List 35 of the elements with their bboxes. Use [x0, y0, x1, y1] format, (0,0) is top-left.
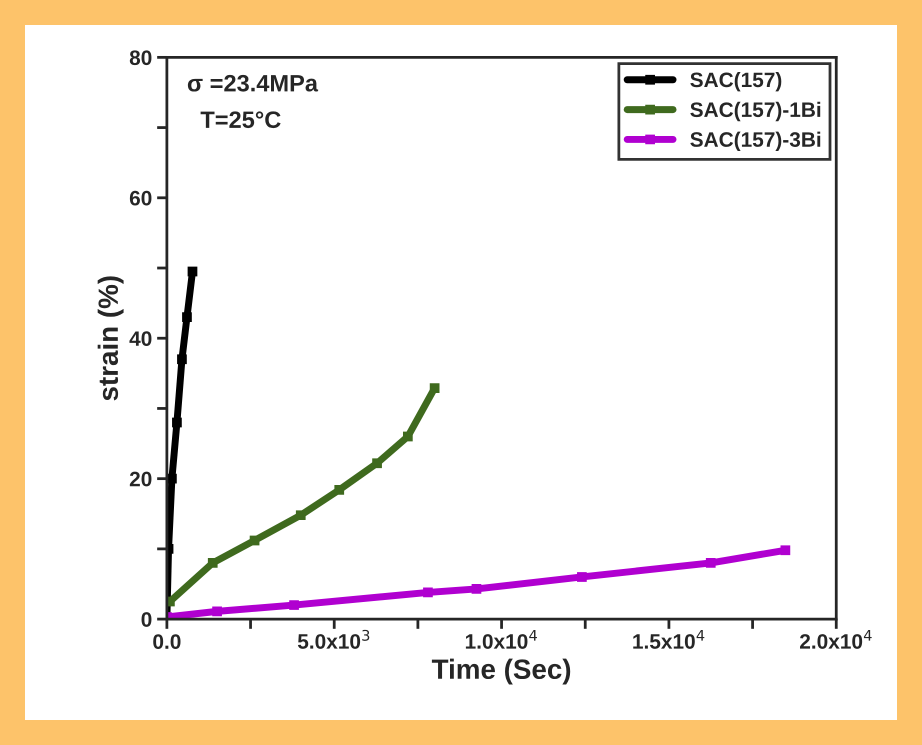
y-tick-label: 80	[130, 50, 152, 66]
point	[780, 545, 790, 556]
y-tick-label: 20	[130, 472, 152, 486]
point	[208, 558, 218, 568]
y-axis-title: strain (%)	[98, 276, 124, 401]
y-tick-label: 60	[130, 190, 152, 206]
point	[177, 354, 187, 364]
point	[212, 606, 222, 616]
point	[289, 600, 299, 610]
annotation: T=25°C	[200, 111, 281, 128]
point	[250, 536, 260, 546]
x-tick-label: 5.0x10$^{3}$	[298, 630, 370, 649]
point	[577, 572, 587, 582]
point	[423, 588, 433, 598]
legend-label: SAC(157)-3Bi	[690, 132, 820, 152]
x-tick-label: 1.0x10$^{4}$	[466, 630, 537, 649]
point	[334, 485, 344, 495]
x-tick-label: 1.5x10$^{4}$	[633, 630, 704, 649]
annotation: σ =23.4MPa	[188, 74, 318, 92]
x-axis-title: Time (Sec)	[432, 658, 570, 685]
point	[472, 584, 482, 594]
point	[188, 266, 198, 276]
point	[172, 418, 182, 428]
x-tick-label: 0.0	[153, 634, 181, 649]
x-tick-label: 2.0x10$^{4}$	[800, 630, 872, 649]
legend-label: SAC(157)-1Bi	[690, 102, 820, 122]
point	[296, 510, 306, 520]
point	[430, 383, 440, 393]
legend-label: SAC(157)	[690, 72, 782, 92]
y-tick-label: 40	[129, 331, 152, 346]
point	[372, 458, 382, 468]
point	[402, 432, 413, 442]
point	[706, 558, 716, 568]
point	[182, 312, 192, 322]
y-tick-label: 0	[142, 612, 152, 627]
